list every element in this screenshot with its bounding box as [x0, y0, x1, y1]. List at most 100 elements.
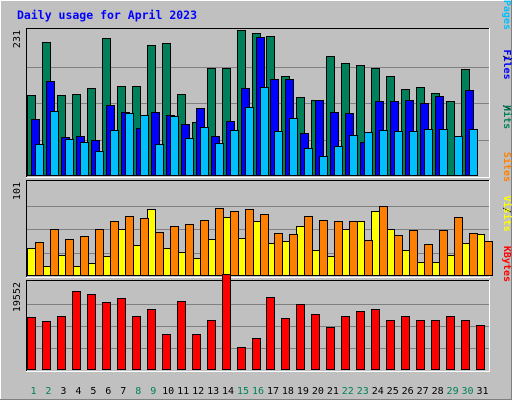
- bar-sites-day-16: [260, 214, 269, 276]
- bar-sites-day-25: [394, 235, 403, 276]
- bar-sites-day-13: [215, 208, 224, 276]
- bar-pages-day-16: [260, 87, 269, 176]
- bar-kbytes-day-2: [42, 321, 51, 370]
- bar-kbytes-day-27: [416, 320, 425, 370]
- day-label-6: 6: [105, 386, 111, 397]
- bar-pages-day-23: [364, 132, 373, 176]
- bar-sites-day-20: [319, 220, 328, 276]
- chart-panel-1: 231: [12, 28, 490, 178]
- bar-kbytes-day-14: [222, 274, 231, 370]
- day-label-10: 10: [162, 386, 174, 397]
- bar-sites-day-21: [334, 221, 343, 276]
- bar-pages-day-29: [454, 136, 463, 176]
- bar-pages-day-27: [424, 129, 433, 176]
- bar-pages-day-22: [349, 135, 358, 176]
- bar-kbytes-day-18: [281, 318, 290, 370]
- bar-kbytes-day-7: [117, 298, 126, 370]
- bar-sites-day-22: [349, 221, 358, 276]
- day-label-31: 31: [476, 386, 488, 397]
- bar-sites-day-27: [424, 244, 433, 276]
- bar-pages-day-14: [230, 130, 239, 176]
- legend-visits: Visits: [501, 195, 512, 231]
- y-max-label: 101: [12, 182, 23, 200]
- day-label-27: 27: [417, 386, 429, 397]
- bar-sites-day-30: [469, 233, 478, 276]
- legend-pages: Pages: [501, 0, 512, 30]
- bar-sites-day-2: [50, 229, 59, 276]
- bar-sites-day-24: [379, 206, 388, 276]
- legend-files: Files: [501, 49, 512, 79]
- bar-kbytes-day-25: [386, 320, 395, 370]
- day-label-26: 26: [402, 386, 414, 397]
- bar-pages-day-7: [125, 113, 134, 176]
- day-label-30: 30: [462, 386, 474, 397]
- bar-kbytes-day-3: [57, 316, 66, 370]
- day-label-24: 24: [372, 386, 384, 397]
- bar-kbytes-day-17: [266, 297, 275, 370]
- legend-separator: /: [501, 207, 512, 213]
- bar-sites-day-4: [80, 236, 89, 276]
- day-label-23: 23: [357, 386, 369, 397]
- bar-kbytes-day-5: [87, 294, 96, 370]
- bar-kbytes-day-1: [27, 317, 36, 370]
- bar-pages-day-13: [215, 143, 224, 176]
- bar-sites-day-29: [454, 217, 463, 276]
- bar-pages-day-26: [409, 131, 418, 176]
- bar-pages-day-25: [394, 131, 403, 176]
- day-label-18: 18: [282, 386, 294, 397]
- bar-pages-day-2: [50, 111, 59, 176]
- bar-sites-day-10: [170, 226, 179, 276]
- bar-pages-day-1: [35, 144, 44, 176]
- day-label-28: 28: [432, 386, 444, 397]
- bar-pages-day-5: [95, 151, 104, 176]
- bar-kbytes-day-23: [356, 311, 365, 370]
- bar-sites-day-31: [484, 241, 493, 276]
- chart-panel-3: 19552: [12, 274, 490, 372]
- day-label-8: 8: [135, 386, 141, 397]
- legend-hits: Hits: [501, 105, 512, 129]
- bar-pages-day-17: [274, 131, 283, 176]
- day-label-5: 5: [90, 386, 96, 397]
- bar-sites-day-12: [200, 220, 209, 276]
- bar-kbytes-day-13: [207, 320, 216, 370]
- day-label-16: 16: [252, 386, 264, 397]
- bar-sites-day-11: [185, 224, 194, 276]
- bar-kbytes-day-8: [132, 316, 141, 370]
- bar-pages-day-3: [65, 139, 74, 176]
- day-label-12: 12: [192, 386, 204, 397]
- day-label-11: 11: [177, 386, 189, 397]
- bar-pages-day-10: [170, 116, 179, 176]
- bar-pages-day-11: [185, 138, 194, 176]
- bar-kbytes-day-19: [296, 304, 305, 370]
- day-label-17: 17: [267, 386, 279, 397]
- bar-pages-day-19: [304, 148, 313, 176]
- legend-separator: /: [501, 105, 512, 111]
- bar-kbytes-day-28: [431, 320, 440, 370]
- day-label-9: 9: [150, 386, 156, 397]
- day-label-13: 13: [207, 386, 219, 397]
- bar-kbytes-day-12: [192, 334, 201, 370]
- bar-kbytes-day-10: [162, 334, 171, 370]
- bar-sites-day-7: [125, 216, 134, 276]
- bar-pages-day-4: [80, 142, 89, 176]
- bar-sites-day-3: [65, 239, 74, 276]
- bar-kbytes-day-9: [147, 309, 156, 370]
- day-label-21: 21: [327, 386, 339, 397]
- day-label-2: 2: [45, 386, 51, 397]
- bar-sites-day-9: [155, 232, 164, 276]
- bar-pages-day-12: [200, 127, 209, 176]
- bar-kbytes-day-24: [371, 309, 380, 370]
- legend-sites: Sites: [501, 152, 512, 182]
- bar-kbytes-day-31: [476, 325, 485, 370]
- bar-sites-day-8: [140, 218, 149, 276]
- bar-sites-day-19: [304, 216, 313, 276]
- bar-sites-day-6: [110, 221, 119, 276]
- bar-kbytes-day-15: [237, 347, 246, 370]
- day-label-15: 15: [237, 386, 249, 397]
- day-label-1: 1: [30, 386, 36, 397]
- bar-kbytes-day-20: [311, 314, 320, 370]
- bar-kbytes-day-29: [446, 316, 455, 370]
- bar-kbytes-day-6: [102, 302, 111, 370]
- bar-pages-day-8: [140, 115, 149, 176]
